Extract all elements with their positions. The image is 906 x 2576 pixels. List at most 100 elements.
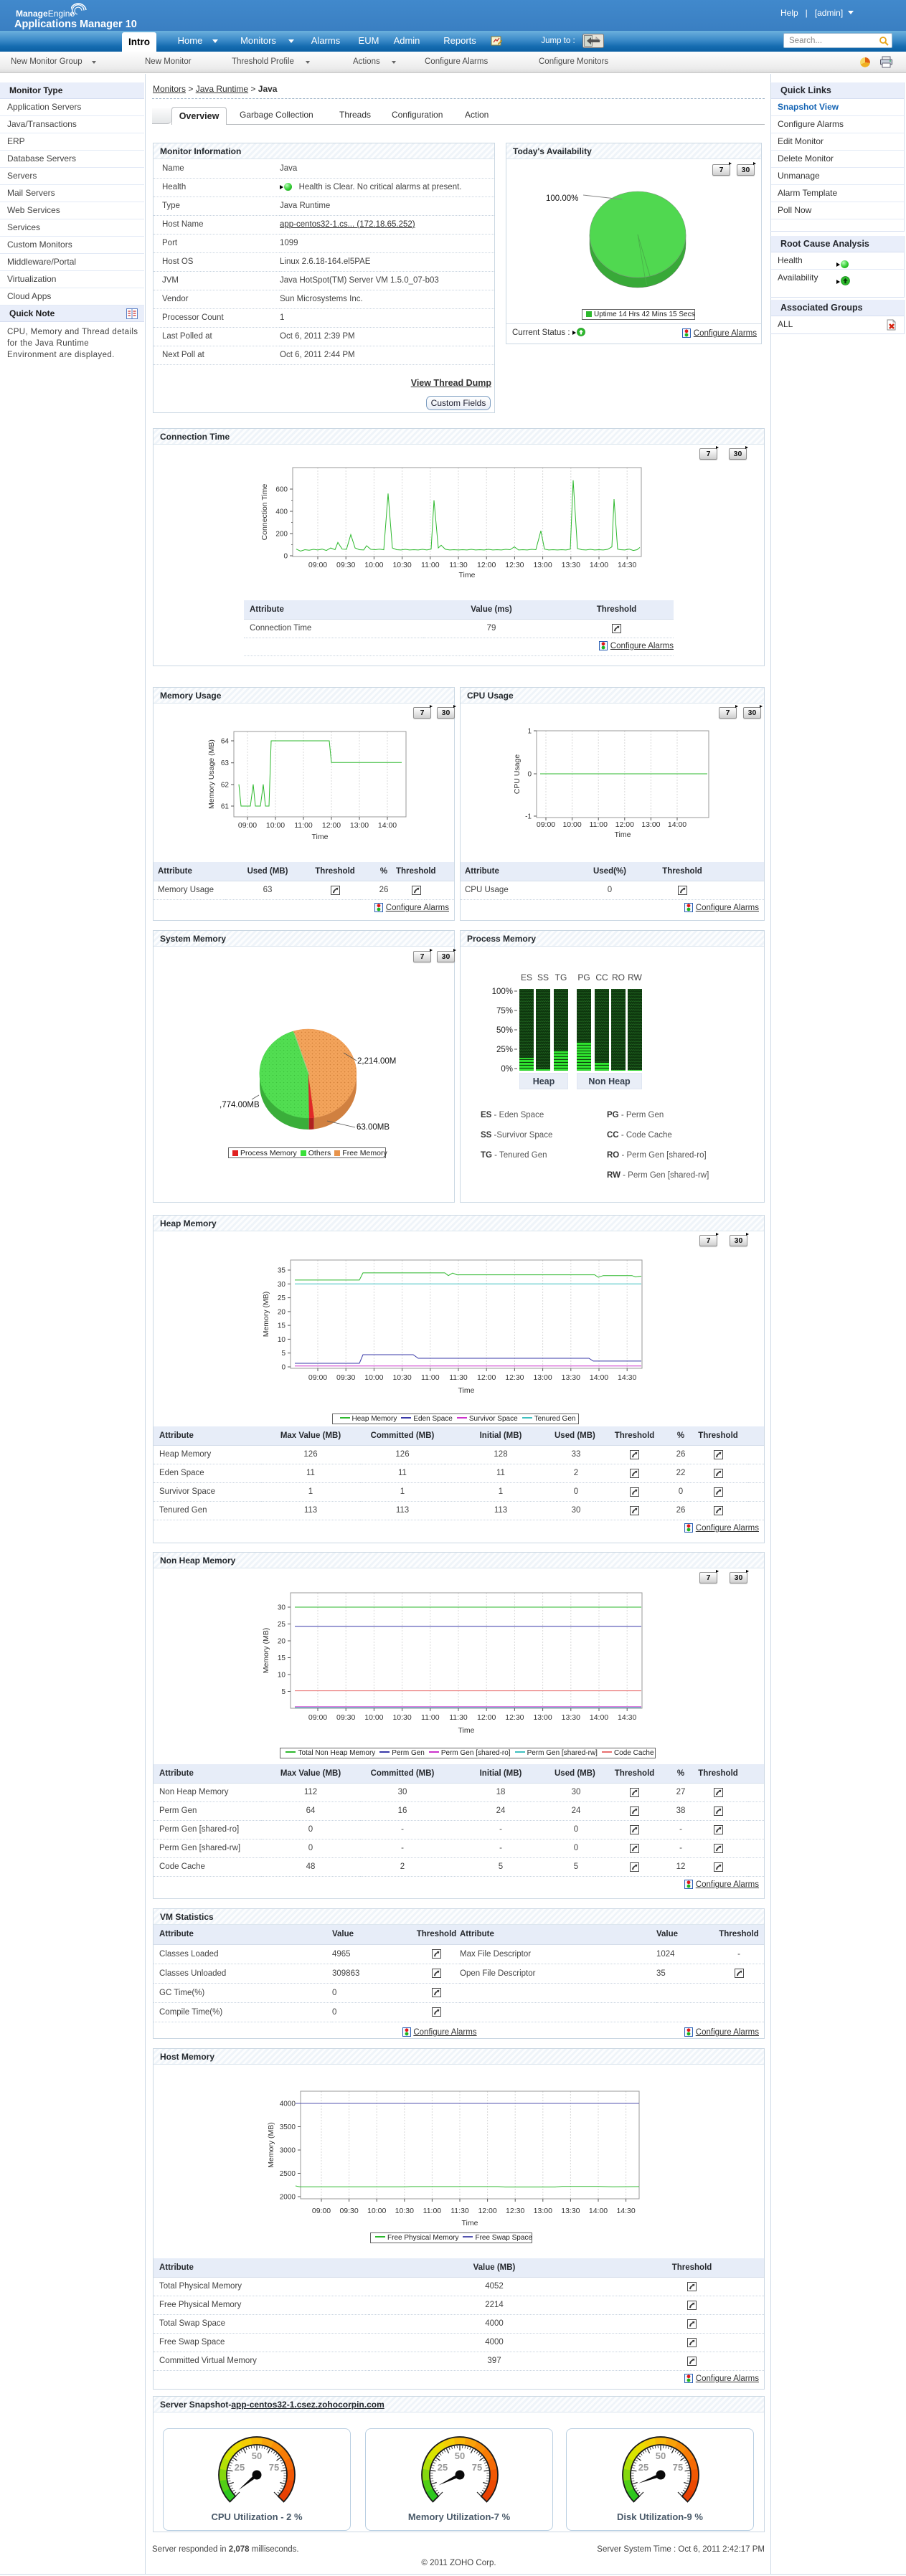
svg-text:75: 75 — [673, 2462, 683, 2473]
svg-text:2500: 2500 — [280, 2170, 296, 2178]
svg-text:11:30: 11:30 — [450, 2207, 469, 2215]
svg-text:64: 64 — [221, 738, 230, 746]
svg-text:10: 10 — [278, 1672, 286, 1680]
svg-text:Time: Time — [312, 833, 329, 841]
svg-text:10:00: 10:00 — [367, 2207, 386, 2215]
svg-text:3500: 3500 — [280, 2123, 296, 2131]
svg-text:10:00: 10:00 — [266, 821, 285, 830]
svg-text:14:00: 14:00 — [590, 1713, 608, 1722]
svg-text:09:30: 09:30 — [336, 1713, 355, 1722]
svg-text:14:30: 14:30 — [616, 2207, 635, 2215]
svg-text:25: 25 — [235, 2462, 245, 2473]
svg-text:Time: Time — [615, 830, 631, 839]
svg-text:25: 25 — [278, 1294, 286, 1302]
svg-text:5: 5 — [281, 1350, 286, 1358]
svg-text:2,214.00M: 2,214.00M — [357, 1057, 396, 1066]
svg-text:50: 50 — [656, 2450, 666, 2461]
svg-text:13:30: 13:30 — [562, 561, 580, 569]
svg-text:13:30: 13:30 — [561, 2207, 580, 2215]
svg-text:15: 15 — [278, 1322, 286, 1330]
svg-text:50: 50 — [252, 2450, 262, 2461]
svg-text:10:30: 10:30 — [395, 2207, 414, 2215]
svg-text:11:30: 11:30 — [449, 561, 468, 569]
svg-text:30: 30 — [278, 1281, 286, 1289]
svg-text:0: 0 — [283, 553, 288, 561]
svg-text:61: 61 — [221, 803, 230, 811]
svg-text:75: 75 — [472, 2462, 482, 2473]
svg-text:11:00: 11:00 — [294, 821, 313, 830]
svg-text:30: 30 — [278, 1604, 286, 1612]
svg-text:09:00: 09:00 — [238, 821, 257, 830]
svg-text:11:30: 11:30 — [449, 1373, 468, 1382]
svg-text:12:00: 12:00 — [477, 561, 496, 569]
svg-text:10:30: 10:30 — [392, 1373, 411, 1382]
svg-text:CC: CC — [595, 972, 608, 982]
svg-text:2000: 2000 — [280, 2194, 296, 2202]
svg-text:13:00: 13:00 — [534, 2207, 552, 2215]
svg-text:09:00: 09:00 — [308, 1373, 327, 1382]
svg-text:09:30: 09:30 — [339, 2207, 358, 2215]
svg-text:Memory (MB): Memory (MB) — [262, 1292, 270, 1337]
svg-text:14:30: 14:30 — [618, 561, 636, 569]
svg-text:13:30: 13:30 — [562, 1373, 580, 1382]
svg-text:25: 25 — [278, 1621, 286, 1629]
svg-text:14:00: 14:00 — [590, 1373, 608, 1382]
svg-text:12:00: 12:00 — [478, 2207, 496, 2215]
svg-text:13:00: 13:00 — [533, 1373, 552, 1382]
svg-text:50%: 50% — [496, 1026, 513, 1035]
svg-text:13:00: 13:00 — [350, 821, 369, 830]
svg-text:13:00: 13:00 — [533, 561, 552, 569]
svg-text:10:00: 10:00 — [364, 1713, 383, 1722]
svg-text:09:00: 09:00 — [308, 561, 327, 569]
svg-text:20: 20 — [278, 1638, 286, 1646]
svg-text:09:30: 09:30 — [336, 1373, 355, 1382]
svg-text:13:30: 13:30 — [562, 1713, 580, 1722]
svg-text:10: 10 — [278, 1336, 286, 1344]
svg-text:09:00: 09:00 — [308, 1713, 327, 1722]
svg-text:11:00: 11:00 — [421, 1713, 440, 1722]
svg-text:14:30: 14:30 — [618, 1373, 636, 1382]
svg-text:0%: 0% — [501, 1065, 513, 1074]
svg-text:14:00: 14:00 — [589, 2207, 608, 2215]
svg-text:75%: 75% — [496, 1007, 513, 1015]
svg-text:11:00: 11:00 — [589, 820, 608, 829]
svg-text:SS: SS — [537, 972, 549, 982]
svg-text:12:00: 12:00 — [322, 821, 341, 830]
svg-text:,774.00MB: ,774.00MB — [220, 1101, 260, 1109]
svg-text:100.00%: 100.00% — [546, 194, 578, 203]
svg-text:11:00: 11:00 — [421, 1373, 440, 1382]
svg-text:100%: 100% — [492, 988, 513, 996]
svg-text:12:30: 12:30 — [505, 1373, 524, 1382]
svg-text:TG: TG — [555, 972, 567, 982]
svg-text:09:30: 09:30 — [336, 561, 355, 569]
svg-text:12:30: 12:30 — [506, 2207, 524, 2215]
svg-text:Time: Time — [458, 1386, 475, 1395]
svg-text:20: 20 — [278, 1308, 286, 1316]
svg-text:ES: ES — [521, 972, 532, 982]
svg-text:11:30: 11:30 — [449, 1713, 468, 1722]
svg-text:Time: Time — [462, 2219, 478, 2227]
svg-text:14:30: 14:30 — [618, 1713, 636, 1722]
svg-text:12:30: 12:30 — [505, 1713, 524, 1722]
svg-text:Time: Time — [459, 571, 476, 579]
svg-text:14:00: 14:00 — [590, 561, 608, 569]
svg-text:13:00: 13:00 — [533, 1713, 552, 1722]
svg-text:3000: 3000 — [280, 2147, 296, 2155]
svg-text:12:00: 12:00 — [615, 820, 634, 829]
svg-text:CPU Usage: CPU Usage — [513, 754, 522, 795]
svg-text:63: 63 — [221, 759, 230, 767]
svg-text:10:30: 10:30 — [392, 1713, 411, 1722]
svg-text:14:00: 14:00 — [378, 821, 397, 830]
svg-text:0: 0 — [281, 1364, 286, 1372]
svg-text:10:00: 10:00 — [364, 1373, 383, 1382]
svg-text:4000: 4000 — [280, 2101, 296, 2108]
svg-text:75: 75 — [269, 2462, 279, 2473]
svg-text:600: 600 — [275, 486, 288, 494]
svg-text:5: 5 — [281, 1688, 286, 1696]
svg-text:200: 200 — [275, 531, 288, 539]
svg-text:Memory Usage (MB): Memory Usage (MB) — [207, 739, 216, 809]
svg-text:11:00: 11:00 — [421, 561, 440, 569]
svg-text:15: 15 — [278, 1654, 286, 1662]
svg-text:25: 25 — [638, 2462, 648, 2473]
svg-text:Connection Time: Connection Time — [260, 483, 269, 540]
